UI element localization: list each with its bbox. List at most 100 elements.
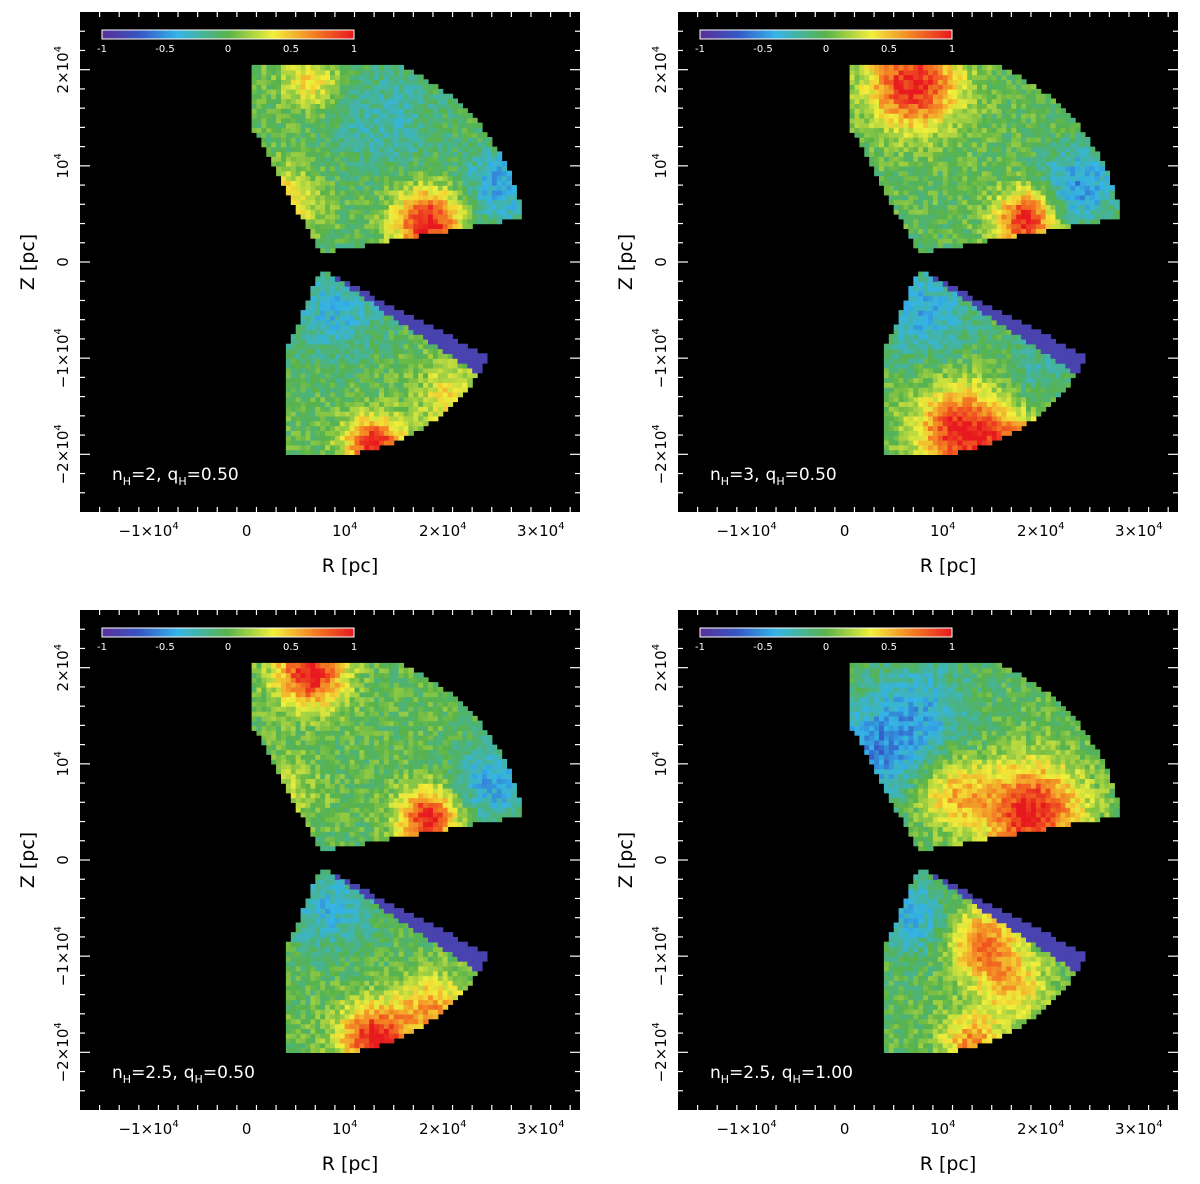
heatmap-cell <box>903 108 909 114</box>
heatmap-cell <box>903 377 909 383</box>
heatmap-cell <box>295 324 302 330</box>
heatmap-cell <box>423 127 429 133</box>
heatmap-cell <box>859 69 865 76</box>
heatmap-cell <box>981 406 988 412</box>
heatmap-cell <box>918 218 924 225</box>
heatmap-cell <box>364 324 370 330</box>
heatmap-cell <box>1030 165 1037 172</box>
heatmap-cell <box>888 430 895 436</box>
heatmap-cell <box>957 88 963 95</box>
heatmap-cell <box>398 209 405 215</box>
heatmap-cell <box>315 175 321 181</box>
heatmap-cell <box>408 113 414 119</box>
heatmap-cell <box>344 194 351 201</box>
heatmap-cell <box>383 238 390 244</box>
heatmap-cell <box>516 204 522 210</box>
heatmap-cell <box>913 194 919 201</box>
heatmap-cell <box>1011 117 1017 124</box>
heatmap-cell <box>913 98 919 104</box>
heatmap-cell <box>398 146 405 153</box>
heatmap-cell <box>996 387 1003 393</box>
heatmap-cell <box>923 98 929 104</box>
heatmap-cell <box>403 391 409 398</box>
heatmap-cell <box>874 103 880 109</box>
heatmap-cell <box>452 372 458 379</box>
heatmap-cell <box>359 180 365 186</box>
heatmap-cell <box>506 180 512 186</box>
heatmap-cell <box>923 122 929 129</box>
heatmap-cell <box>432 194 439 201</box>
heatmap-cell <box>864 74 870 80</box>
heatmap-cell <box>393 64 400 71</box>
heatmap-cell <box>325 396 331 403</box>
heatmap-cell <box>1006 84 1012 90</box>
heatmap-cell <box>300 415 307 422</box>
heatmap-cell <box>1026 137 1032 143</box>
heatmap-cell <box>393 199 400 205</box>
heatmap-cell <box>928 391 934 398</box>
heatmap-cell <box>349 334 356 340</box>
heatmap-cell <box>1030 223 1037 229</box>
heatmap-cell <box>364 430 370 436</box>
heatmap-cell <box>1026 372 1032 379</box>
heatmap-cell <box>285 420 292 427</box>
heatmap-cell <box>477 122 483 129</box>
heatmap-cell <box>977 137 983 143</box>
heatmap-cell <box>432 165 439 172</box>
heatmap-cell <box>408 411 414 417</box>
heatmap-cell <box>1001 377 1007 383</box>
heatmap-cell <box>295 175 302 181</box>
heatmap-cell <box>383 363 390 369</box>
heatmap-cell <box>908 103 914 109</box>
heatmap-cell <box>996 141 1003 148</box>
heatmap-cell <box>908 387 914 393</box>
heatmap-cell <box>932 79 939 85</box>
heatmap-cell <box>383 377 390 383</box>
heatmap-cell <box>295 189 302 196</box>
heatmap-cell <box>893 420 900 427</box>
heatmap-cell <box>957 233 963 239</box>
heatmap-cell <box>300 377 307 383</box>
heatmap-cell <box>261 127 267 133</box>
heatmap-cell <box>315 98 321 104</box>
heatmap-cell <box>972 391 978 398</box>
heatmap-cell <box>918 98 924 104</box>
heatmap-cell <box>903 132 909 138</box>
heatmap-cell <box>339 185 346 191</box>
heatmap-cell <box>942 449 949 455</box>
heatmap-cell <box>908 156 914 162</box>
heatmap-cell <box>937 281 944 287</box>
heatmap-cell <box>1035 411 1042 417</box>
heatmap-cell <box>457 122 463 129</box>
heatmap-cell <box>923 180 929 186</box>
heatmap-cell <box>1030 103 1037 109</box>
heatmap-cell <box>1035 204 1042 210</box>
heatmap-cell <box>315 199 321 205</box>
heatmap-cell <box>981 122 988 129</box>
heatmap-cell <box>339 396 346 403</box>
heatmap-cell <box>1001 137 1007 143</box>
heatmap-cell <box>403 84 409 90</box>
heatmap-cell <box>883 146 890 153</box>
heatmap-cell <box>996 401 1003 407</box>
heatmap-cell <box>305 185 311 191</box>
heatmap-cell <box>952 411 958 417</box>
heatmap-cell <box>452 156 458 162</box>
heatmap-cell <box>928 103 934 109</box>
heatmap-cell <box>408 122 414 129</box>
heatmap-cell <box>937 113 944 119</box>
heatmap-cell <box>437 146 444 153</box>
heatmap-cell <box>359 213 365 220</box>
heatmap-cell <box>325 387 331 393</box>
heatmap-cell <box>1001 132 1007 138</box>
heatmap-cell <box>320 435 326 441</box>
heatmap-cell <box>977 218 983 225</box>
heatmap-cell <box>883 84 890 90</box>
heatmap-cell <box>330 156 336 162</box>
heatmap-cell <box>1021 146 1027 153</box>
heatmap-cell <box>888 93 895 100</box>
heatmap-cell <box>883 401 890 407</box>
heatmap-cell <box>349 64 356 71</box>
heatmap-cell <box>349 132 356 138</box>
heatmap-cell <box>981 305 988 311</box>
